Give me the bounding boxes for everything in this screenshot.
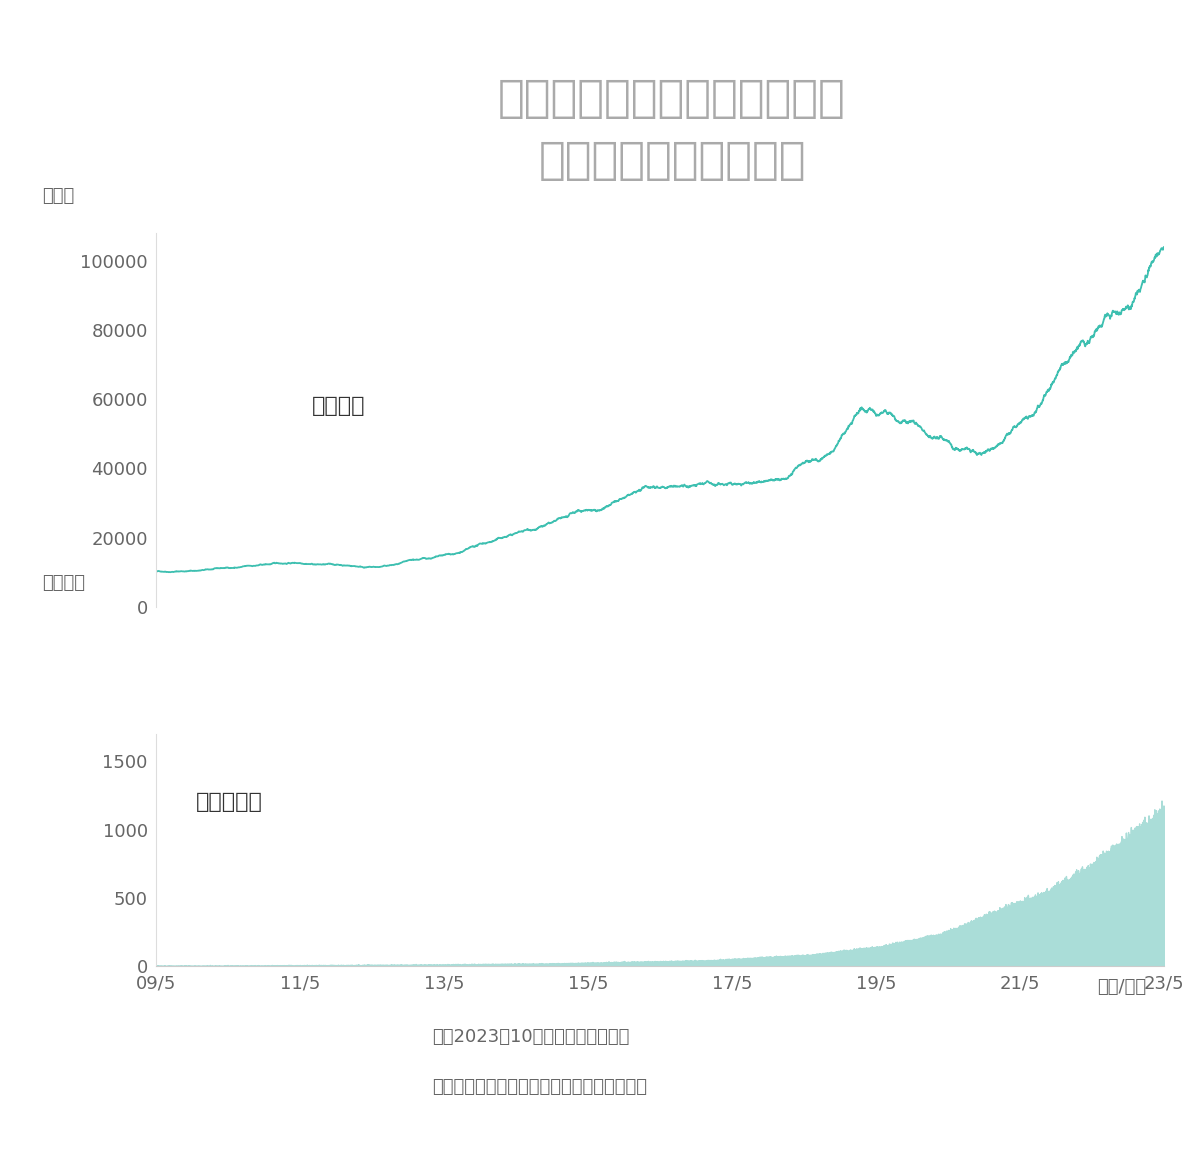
Text: （円）: （円） [42, 187, 74, 205]
Text: 基準価額: 基準価額 [312, 397, 366, 417]
Text: 注：2023年10月２日までのデータ: 注：2023年10月２日までのデータ [432, 1028, 629, 1045]
Text: 出所：ＱＵＩＣＫよりＳＭＢＣ日興証券作成: 出所：ＱＵＩＣＫよりＳＭＢＣ日興証券作成 [432, 1078, 647, 1095]
Text: 純資産残高: 純資産残高 [197, 793, 263, 812]
Text: （年/月）: （年/月） [1097, 978, 1146, 995]
Text: （億円）: （億円） [42, 574, 85, 591]
Text: インデックスファンド: インデックスファンド [539, 140, 805, 182]
Text: ＳＭＴＡＭダウ・ジョーンズ: ＳＭＴＡＭダウ・ジョーンズ [498, 78, 846, 120]
